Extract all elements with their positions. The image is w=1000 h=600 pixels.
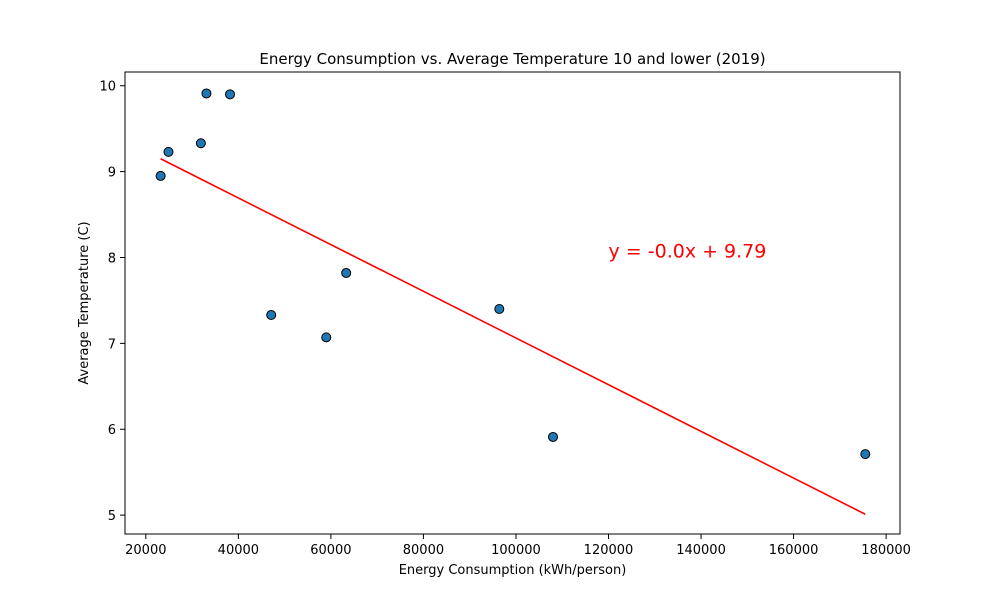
y-tick-label: 6 <box>108 423 116 438</box>
x-tick-label: 40000 <box>218 543 259 558</box>
scatter-point <box>494 304 505 315</box>
x-tick-label: 160000 <box>769 543 819 558</box>
y-tick-label: 9 <box>108 166 116 181</box>
x-tick-label: 80000 <box>403 543 444 558</box>
x-tick-label: 180000 <box>861 543 911 558</box>
scatter-point <box>321 332 332 343</box>
scatter-point <box>547 431 558 442</box>
x-axis-label: Energy Consumption (kWh/person) <box>399 563 627 578</box>
x-axis: 20000 40000 60000 80000 100000 120000 140000 16… <box>125 534 911 558</box>
y-tick-label: 5 <box>108 509 116 524</box>
y-axis-label: Average Temperature (C) <box>77 221 92 384</box>
scatter-point <box>163 146 174 157</box>
regression-line <box>160 158 866 515</box>
x-tick-label: 20000 <box>125 543 166 558</box>
plot-area-frame <box>124 71 901 535</box>
x-tick-label: 60000 <box>310 543 351 558</box>
scatter-point <box>201 88 212 99</box>
y-tick-label: 8 <box>108 251 116 266</box>
chart-title: Energy Consumption vs. Average Temperatu… <box>259 50 765 68</box>
scatter-point <box>195 138 206 149</box>
y-tick-label: 10 <box>99 80 116 95</box>
x-tick-label: 120000 <box>584 543 634 558</box>
scatter-point <box>266 310 277 321</box>
scatter-point <box>860 449 871 460</box>
y-tick-label: 7 <box>108 337 116 352</box>
scatter-point <box>155 170 166 181</box>
regression-equation: y = -0.0x + 9.79 <box>609 240 767 262</box>
data-points <box>155 88 871 460</box>
x-tick-label: 140000 <box>676 543 726 558</box>
x-tick-label: 100000 <box>491 543 541 558</box>
scatter-point <box>225 89 236 100</box>
scatter-point <box>341 267 352 278</box>
regression-layer <box>160 158 866 515</box>
y-axis: 5 6 7 8 9 10 <box>99 80 125 524</box>
